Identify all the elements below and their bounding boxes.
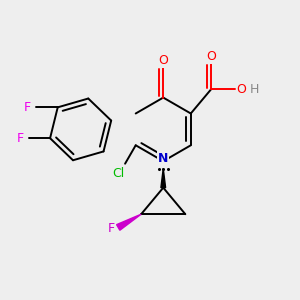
Text: F: F bbox=[108, 222, 115, 236]
Text: O: O bbox=[158, 54, 168, 67]
Text: Cl: Cl bbox=[112, 167, 124, 179]
Text: N: N bbox=[158, 152, 168, 165]
Text: H: H bbox=[250, 82, 259, 96]
Text: O: O bbox=[237, 82, 246, 96]
Polygon shape bbox=[117, 214, 141, 230]
Text: F: F bbox=[16, 132, 23, 145]
Text: F: F bbox=[24, 101, 31, 114]
Polygon shape bbox=[161, 169, 166, 188]
Text: O: O bbox=[206, 50, 216, 63]
